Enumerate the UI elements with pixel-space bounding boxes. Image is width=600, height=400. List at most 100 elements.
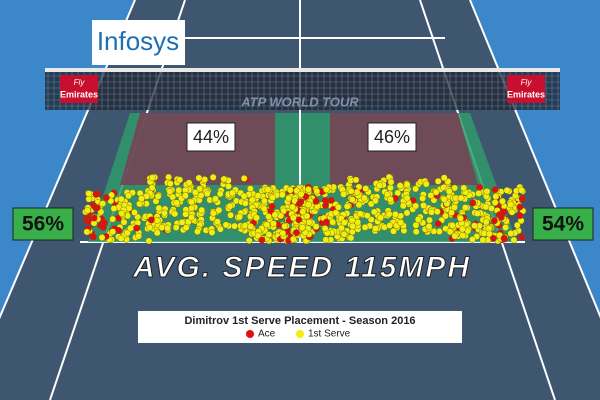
serve-dot <box>414 215 422 223</box>
serve-dot <box>269 194 277 202</box>
serve-dot <box>492 193 500 201</box>
serve-dot <box>110 205 118 213</box>
serve-dot <box>133 224 141 232</box>
serve-dot <box>457 214 464 222</box>
serve-dot <box>390 227 397 235</box>
serve-dot <box>427 191 435 199</box>
serve-dot <box>458 225 466 233</box>
serve-dot <box>516 203 524 211</box>
serve-dot <box>329 218 336 226</box>
net-tape <box>45 68 560 72</box>
serve-dot <box>185 179 193 187</box>
serve-dot <box>245 237 253 245</box>
serve-dot <box>491 199 499 206</box>
serve-dot <box>270 220 277 228</box>
serve-dot <box>412 202 420 210</box>
serve-dot <box>118 209 126 217</box>
serve-dot <box>312 223 320 231</box>
serve-dot <box>362 185 370 193</box>
serve-dot <box>254 232 262 240</box>
serve-dot <box>117 235 125 243</box>
serve-dot <box>209 209 217 217</box>
serve-dot <box>203 190 211 198</box>
serve-dot <box>385 210 393 218</box>
zone-label-box <box>532 207 594 241</box>
serve-dot <box>442 212 449 220</box>
serve-dot <box>507 201 515 209</box>
serve-dot <box>98 234 106 241</box>
legend-items: Ace 1st Serve <box>246 329 351 340</box>
serve-dot <box>332 209 340 217</box>
serve-dot <box>138 195 145 203</box>
legend-swatch <box>246 330 254 338</box>
sign-text: Fly <box>74 78 86 87</box>
serve-dot <box>182 224 190 232</box>
serve-dot <box>181 192 189 200</box>
serve-dot <box>386 222 394 229</box>
serve-dot <box>471 222 478 230</box>
serve-dot <box>171 210 179 218</box>
legend-title: Dimitrov 1st Serve Placement - Season 20… <box>184 315 415 327</box>
serve-dot <box>161 209 168 217</box>
serve-dot <box>304 201 312 209</box>
serve-dot <box>322 186 330 193</box>
serve-dot <box>225 182 232 190</box>
serve-dot <box>321 225 329 232</box>
serve-dot <box>338 224 345 232</box>
serve-dot <box>153 217 161 225</box>
serve-dot <box>264 186 272 194</box>
serve-dot <box>107 197 115 205</box>
serve-dot <box>518 233 526 241</box>
sign-text: Emirates <box>507 89 545 99</box>
serve-dot <box>158 224 166 231</box>
serve-dot <box>469 199 477 207</box>
serve-dot <box>279 229 287 237</box>
serve-dot <box>334 203 342 211</box>
serve-dot <box>340 230 348 238</box>
serve-dot <box>490 234 497 242</box>
serve-dot <box>440 195 448 203</box>
serve-dot <box>449 221 456 229</box>
serve-dot <box>102 194 110 202</box>
serve-dot <box>85 190 93 198</box>
serve-dot <box>277 212 285 220</box>
serve-dot <box>363 212 371 220</box>
serve-dot <box>507 230 515 237</box>
serve-dot <box>403 194 411 202</box>
serve-dot <box>322 201 329 209</box>
serve-dot <box>298 223 306 231</box>
net-logo: ATP WORLD TOUR <box>240 94 359 109</box>
zone-label: 54% <box>542 213 584 236</box>
serve-dot <box>263 221 271 229</box>
serve-dot <box>513 221 521 229</box>
serve-dot <box>115 226 123 234</box>
serve-dot <box>432 188 440 196</box>
serve-dot <box>371 197 379 205</box>
serve-dot <box>503 186 511 194</box>
serve-dot <box>226 202 234 210</box>
serve-dot <box>428 208 435 216</box>
serve-dot <box>485 230 493 238</box>
serve-dot <box>322 218 330 226</box>
serve-dot <box>201 176 209 183</box>
serve-dot <box>386 184 394 192</box>
serve-dot <box>99 223 107 231</box>
serve-dot <box>175 186 183 194</box>
zone-label: 56% <box>22 213 64 236</box>
serve-dot <box>370 208 378 216</box>
serve-dot <box>353 188 361 196</box>
serve-dot <box>352 176 360 184</box>
serve-dot <box>271 211 279 219</box>
serve-dot <box>422 180 430 188</box>
zone-label-box <box>186 122 236 152</box>
serve-dot <box>231 222 239 230</box>
sign <box>60 75 98 103</box>
serve-dot <box>479 236 487 244</box>
serve-dot <box>425 222 433 230</box>
serve-dot <box>508 208 516 216</box>
serve-dot <box>216 190 224 198</box>
serve-dot <box>483 187 491 195</box>
serve-dot <box>371 225 379 232</box>
serve-dot <box>412 185 419 193</box>
serve-dot <box>194 228 201 236</box>
